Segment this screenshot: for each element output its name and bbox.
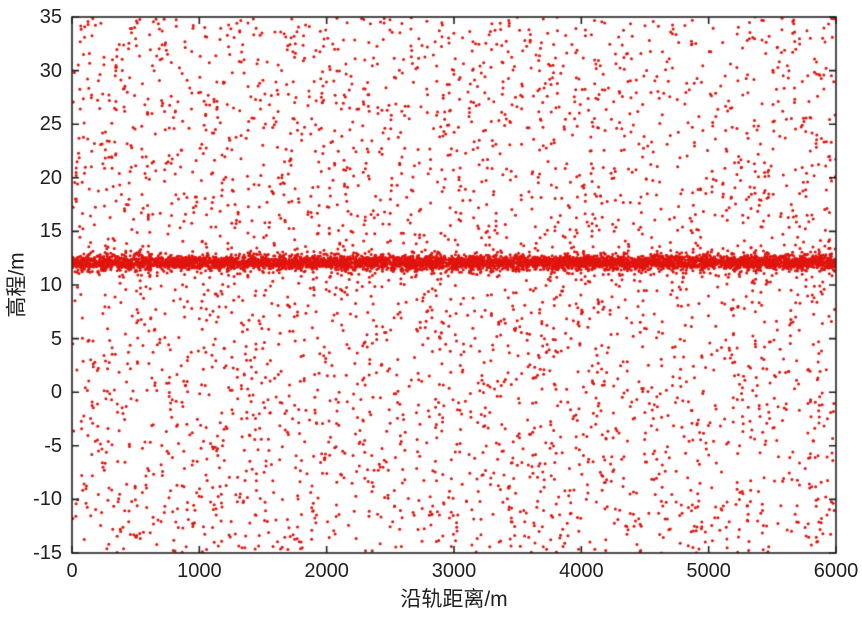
x-tick-label: 2000 <box>304 560 349 582</box>
x-tick-label: 3000 <box>431 560 477 582</box>
y-tick-label: 20 <box>39 166 62 189</box>
y-tick-label: 15 <box>39 220 62 243</box>
y-tick-label: -5 <box>44 434 62 457</box>
y-axis-label: 高程/m <box>5 252 29 318</box>
y-tick-label: -15 <box>33 542 62 564</box>
x-tick-label: 6000 <box>813 560 859 582</box>
y-tick-label: 5 <box>50 327 62 350</box>
y-tick-label: 10 <box>39 274 62 296</box>
x-tick-label: 5000 <box>686 560 731 582</box>
y-tick-label: 25 <box>39 113 62 136</box>
x-tick-label: 0 <box>66 560 78 582</box>
x-tick-label: 1000 <box>177 560 222 582</box>
y-tick-label: 0 <box>50 381 62 404</box>
y-tick-label: 30 <box>39 59 62 82</box>
y-tick-label: 35 <box>39 6 62 28</box>
x-tick-label: 4000 <box>559 560 604 582</box>
y-tick-label: -10 <box>33 488 62 511</box>
x-axis-label: 沿轨距离/m <box>400 588 508 611</box>
